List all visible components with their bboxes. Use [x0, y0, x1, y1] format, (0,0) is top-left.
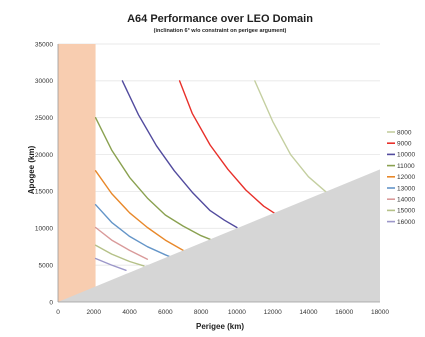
legend-label-14000: 14000	[397, 197, 415, 204]
plot-area	[57, 43, 380, 303]
infeasible-region	[58, 169, 380, 302]
legend-label-16000: 16000	[397, 219, 415, 226]
x-tick-label: 18000	[371, 309, 389, 316]
x-tick-label: 12000	[264, 309, 282, 316]
y-tick-label: 15000	[35, 189, 53, 196]
y-tick-label: 30000	[35, 78, 53, 85]
legend-label-10000: 10000	[397, 152, 415, 159]
chart-subtitle: (inclination 6° w/o constraint on perige…	[154, 28, 287, 34]
series-line-9000	[178, 80, 277, 215]
y-tick-label: 20000	[35, 152, 53, 159]
x-axis-ticks: 0 2000 4000 6000 8000 10000 12000 14000 16000 180…	[56, 309, 389, 316]
series-line-16000	[94, 257, 127, 271]
series-line-15000	[94, 244, 145, 267]
series-line-12000	[94, 170, 184, 252]
y-axis-label: Apogee (km)	[27, 145, 36, 194]
y-tick-label: 35000	[35, 41, 53, 48]
legend-label-11000: 11000	[397, 163, 415, 170]
legend-label-9000: 9000	[397, 141, 412, 148]
series-line-14000	[94, 226, 149, 260]
shaded-band	[58, 44, 96, 302]
series-line-13000	[94, 204, 172, 258]
legend: 8000 9000 10000 11000 12000 13000 14000 15000 16…	[387, 129, 415, 226]
series-line-11000	[94, 117, 211, 240]
y-tick-label: 10000	[35, 226, 53, 233]
x-tick-label: 10000	[228, 309, 246, 316]
x-tick-label: 6000	[158, 309, 173, 316]
legend-label-12000: 12000	[397, 174, 415, 181]
series-lines	[94, 80, 327, 271]
x-tick-label: 8000	[194, 309, 209, 316]
x-tick-label: 16000	[335, 309, 353, 316]
y-tick-label: 0	[49, 299, 53, 306]
legend-label-15000: 15000	[397, 208, 415, 215]
x-tick-label: 0	[56, 309, 60, 316]
chart-title: A64 Performance over LEO Domain	[127, 13, 313, 25]
x-tick-label: 2000	[87, 309, 102, 316]
series-line-8000	[254, 80, 327, 193]
x-tick-label: 14000	[299, 309, 317, 316]
series-line-10000	[121, 80, 238, 229]
grid-lines	[58, 43, 380, 266]
y-tick-label: 5000	[39, 262, 54, 269]
y-tick-label: 25000	[35, 115, 53, 122]
x-tick-label: 4000	[122, 309, 137, 316]
y-axis-ticks: 0 5000 10000 15000 20000 25000 30000 35000	[35, 41, 53, 306]
x-axis-label: Perigee (km)	[196, 322, 244, 331]
legend-label-8000: 8000	[397, 129, 412, 136]
legend-label-13000: 13000	[397, 185, 415, 192]
